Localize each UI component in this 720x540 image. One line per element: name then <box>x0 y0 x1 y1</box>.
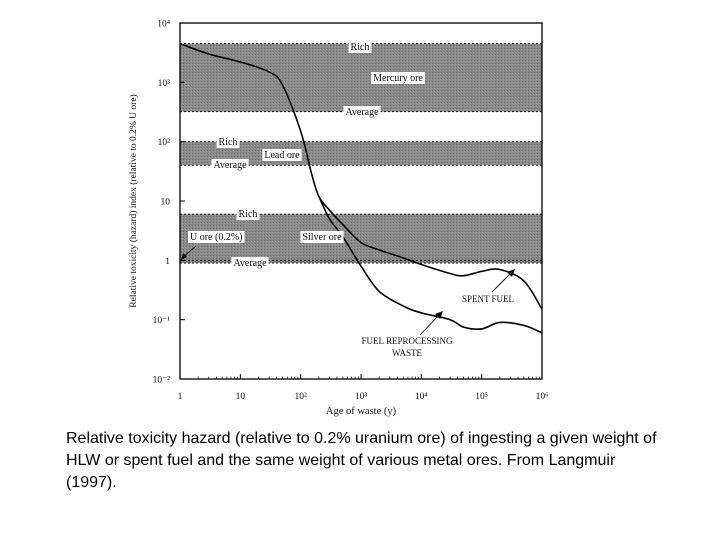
x-tick-label: 1 <box>178 392 183 402</box>
toxicity-chart: 1 10 10² 10³ 10⁴ 10⁵ 10⁶ 10⁻² 10⁻¹ 1 10 10² 10³ 10⁴ R… <box>128 20 549 418</box>
x-tick-label: 10⁴ <box>415 392 429 402</box>
mercury-ore-label: Mercury ore <box>373 73 423 84</box>
mercury-ore-band <box>180 43 542 112</box>
silver-ore-label: Silver ore <box>302 232 342 243</box>
silver-ore-rich-label-box <box>236 208 260 220</box>
u-ore-label: U ore (0.2%) <box>190 232 242 243</box>
u-ore-label-box <box>188 231 245 243</box>
lead-ore-average-label-box <box>211 159 249 171</box>
y-tick-label: 1 <box>165 257 170 267</box>
lead-ore-label: Lead ore <box>264 150 300 161</box>
ore-bands <box>180 43 542 264</box>
figure-caption: Relative toxicity hazard (relative to 0.… <box>66 430 657 491</box>
silver-ore-rich-label: Rich <box>239 209 258 220</box>
annotations: Rich Mercury ore Average Rich Lead ore Averag… <box>181 41 515 358</box>
lead-ore-rich-label: Rich <box>219 137 238 148</box>
x-tick-label: 10 <box>236 392 246 402</box>
y-tick-label: 10⁴ <box>157 20 171 30</box>
fuel-reprocessing-label-1: FUEL REPROCESSING <box>362 336 453 346</box>
lead-ore-average-label: Average <box>213 160 247 171</box>
silver-ore-label-box <box>300 231 344 243</box>
mercury-ore-rich-label: Rich <box>351 42 370 53</box>
x-tick-label: 10³ <box>355 392 368 402</box>
x-tick-label: 10⁶ <box>536 392 549 402</box>
spent-fuel-arrowhead <box>507 269 515 277</box>
spent-fuel-line <box>179 42 543 310</box>
silver-ore-average-label: Average <box>233 258 267 269</box>
silver-ore-average-label-box <box>231 257 269 269</box>
lead-ore-label-box <box>262 149 302 161</box>
y-tick-label: 10⁻² <box>153 376 171 386</box>
mercury-ore-average-label-box <box>343 106 381 118</box>
mercury-ore-label-box <box>371 72 425 84</box>
fuel-reprocessing-arrow <box>419 313 441 336</box>
fuel-reprocessing-arrowhead <box>435 311 443 319</box>
y-axis-label: Relative toxicity (hazard) index (relati… <box>128 94 139 307</box>
u-ore-arrowhead <box>181 253 187 260</box>
x-tick-label: 10² <box>294 392 307 402</box>
fuel-reprocessing-label-2: WASTE <box>392 348 422 358</box>
spent-fuel-label: SPENT FUEL <box>462 294 514 304</box>
mercury-ore-average-label: Average <box>345 107 379 118</box>
y-tick-label: 10 <box>161 198 171 208</box>
lead-ore-rich-label-box <box>216 136 240 148</box>
y-tick-label: 10³ <box>158 79 171 89</box>
y-tick-label: 10² <box>158 138 171 148</box>
x-tick-label: 10⁵ <box>475 392 488 402</box>
y-tick-label: 10⁻¹ <box>153 316 171 326</box>
x-axis-label: Age of waste (y) <box>326 406 397 417</box>
axis-ticks: 1 10 10² 10³ 10⁴ 10⁵ 10⁶ 10⁻² 10⁻¹ 1 10 10² 10³ 10⁴ <box>153 20 549 403</box>
spent-fuel-arrow <box>491 271 513 293</box>
mercury-ore-rich-label-box <box>348 41 372 53</box>
